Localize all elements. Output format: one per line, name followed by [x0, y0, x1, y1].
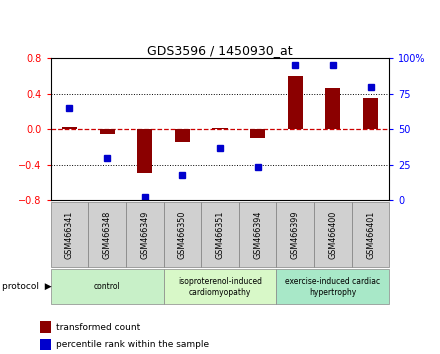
Bar — [288, 76, 303, 129]
Bar — [326, 88, 341, 129]
Text: exercise-induced cardiac
hypertrophy: exercise-induced cardiac hypertrophy — [286, 277, 381, 297]
Bar — [137, 129, 152, 173]
Text: isoproterenol-induced
cardiomyopathy: isoproterenol-induced cardiomyopathy — [178, 277, 262, 297]
Bar — [363, 98, 378, 129]
Text: GSM466349: GSM466349 — [140, 210, 149, 259]
Text: control: control — [94, 282, 121, 291]
Text: GSM466348: GSM466348 — [103, 210, 112, 259]
Title: GDS3596 / 1450930_at: GDS3596 / 1450930_at — [147, 44, 293, 57]
Text: GSM466394: GSM466394 — [253, 210, 262, 259]
Text: GSM466399: GSM466399 — [291, 210, 300, 259]
Text: transformed count: transformed count — [56, 322, 140, 332]
Text: GSM466350: GSM466350 — [178, 210, 187, 259]
Bar — [99, 129, 114, 134]
Text: protocol  ▶: protocol ▶ — [2, 282, 52, 291]
Text: GSM466400: GSM466400 — [328, 210, 337, 259]
Text: percentile rank within the sample: percentile rank within the sample — [56, 340, 209, 349]
Bar — [175, 129, 190, 143]
Text: GSM466401: GSM466401 — [366, 210, 375, 259]
Bar — [62, 127, 77, 129]
Bar — [250, 129, 265, 138]
Text: GSM466341: GSM466341 — [65, 210, 74, 259]
Text: GSM466351: GSM466351 — [216, 210, 224, 259]
